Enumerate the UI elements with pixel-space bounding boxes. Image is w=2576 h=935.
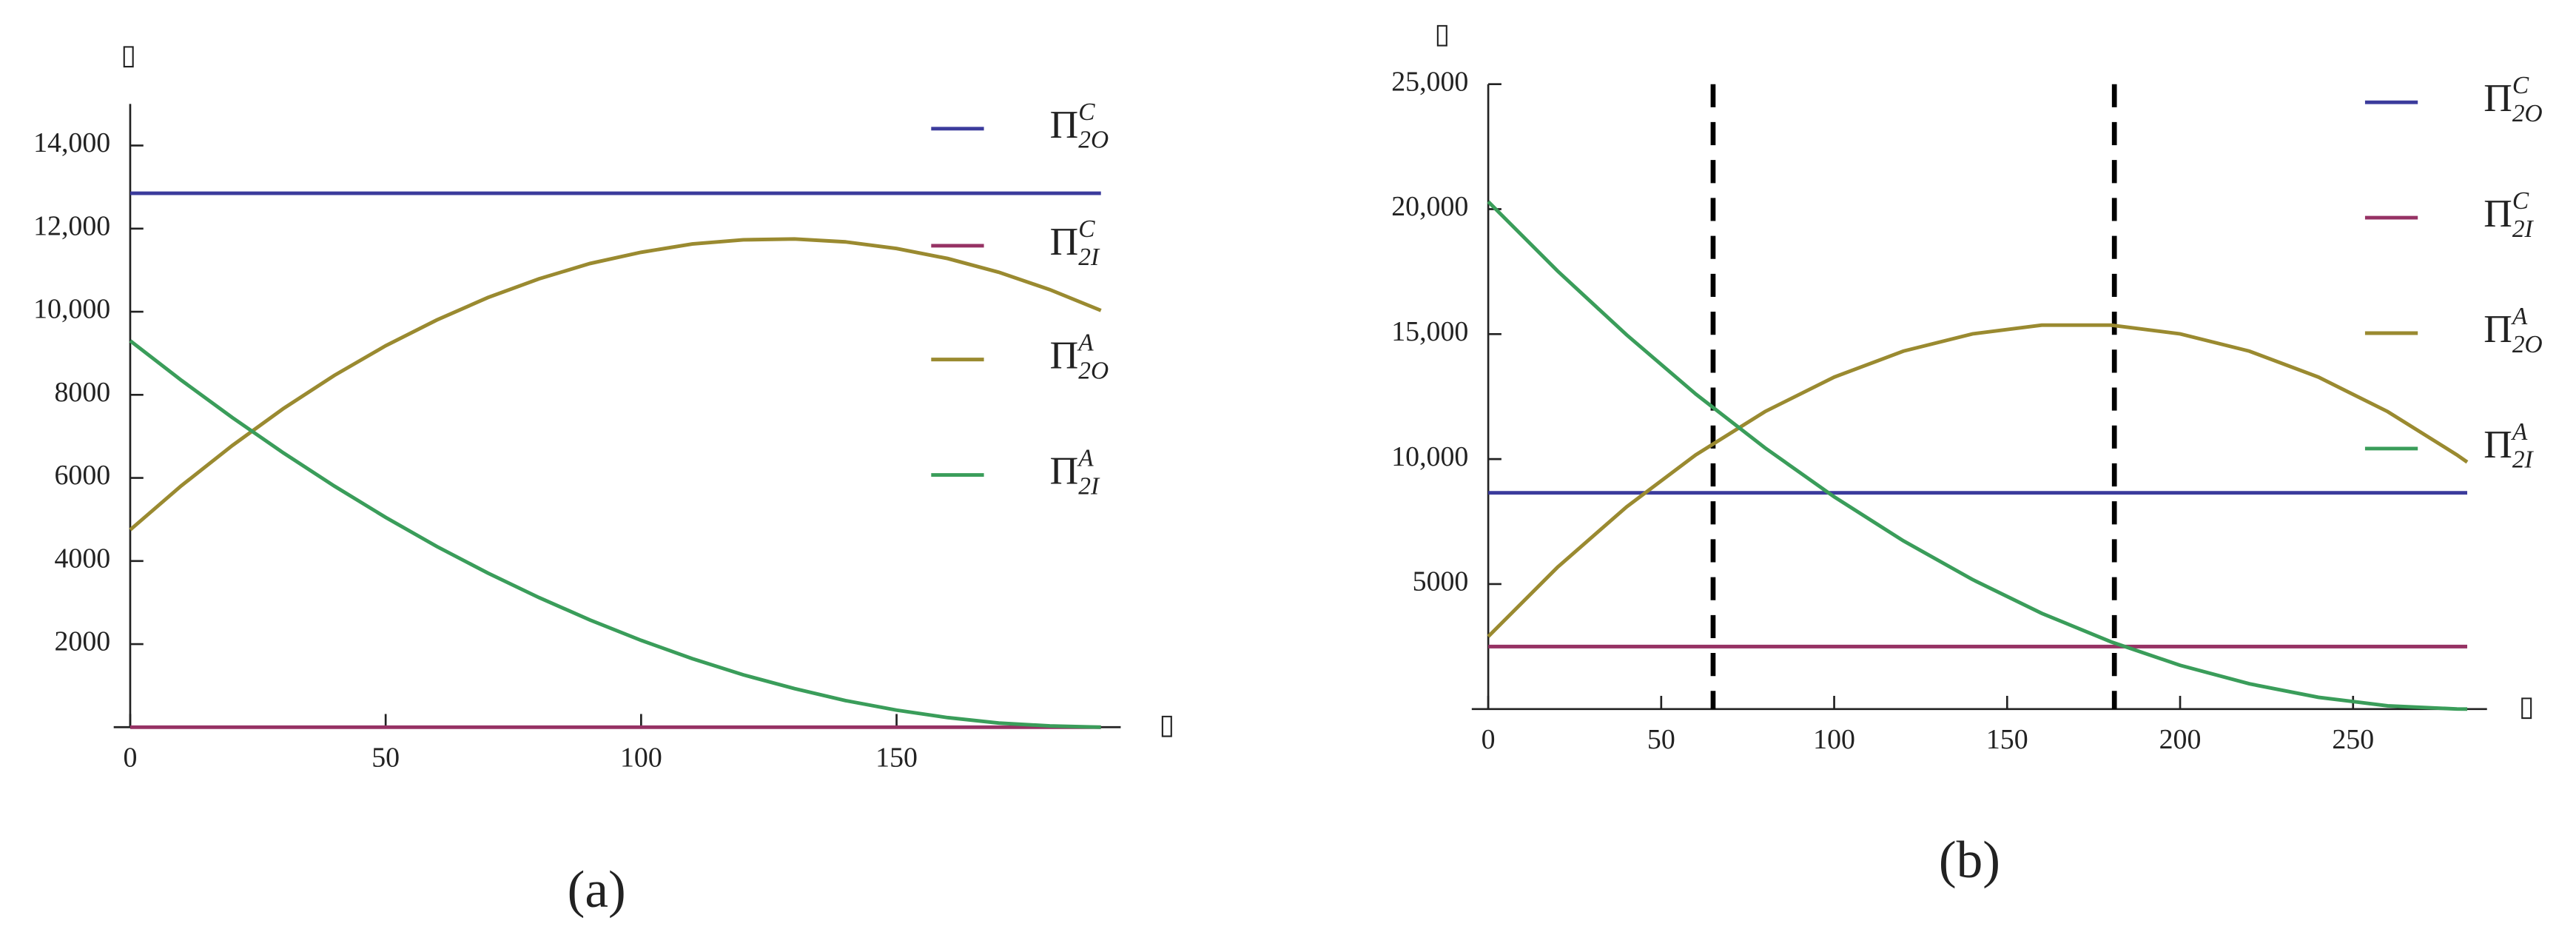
legend-superscript: A — [1077, 329, 1094, 356]
legend-superscript: C — [1078, 98, 1095, 125]
legend-subscript: 2O — [2512, 330, 2543, 358]
y-tick-label: 5000 — [1413, 566, 1469, 597]
legend-subscript: 2O — [1078, 126, 1109, 153]
y-tick-label: 14,000 — [33, 127, 110, 158]
legend-symbol: Π — [1050, 102, 1079, 147]
x-tick-label: 100 — [1813, 724, 1855, 755]
panel-label: (a) — [568, 860, 626, 919]
legend-symbol: Π — [1050, 449, 1079, 493]
legend-superscript: C — [2512, 187, 2529, 215]
legend-label: Π2OA — [1050, 329, 1109, 384]
y-tick-label: 6000 — [54, 460, 110, 491]
legend-superscript: A — [2511, 303, 2528, 330]
legend-superscript: A — [2511, 418, 2528, 446]
legend-symbol: Π — [2483, 76, 2512, 120]
y-tick-label: 10,000 — [33, 294, 110, 325]
x-tick-label: 50 — [1647, 724, 1675, 755]
legend-label: Π2OA — [2483, 303, 2542, 358]
y-tick-label: 20,000 — [1391, 191, 1468, 222]
legend-label: Π2OC — [1050, 98, 1109, 153]
y-tick-label: 12,000 — [33, 210, 110, 241]
legend-superscript: C — [1078, 215, 1095, 243]
y-tick-label: 10,000 — [1391, 441, 1468, 472]
x-tick-label: 150 — [1986, 724, 2028, 755]
x-tick-label: 0 — [123, 743, 137, 774]
y-tick-label: 2000 — [54, 626, 110, 657]
x-tick-label: 150 — [875, 743, 918, 774]
y-tick-label: 25,000 — [1391, 66, 1468, 97]
legend-label: Π2IA — [1050, 444, 1100, 500]
x-tick-label: 0 — [1482, 724, 1496, 755]
legend-subscript: 2I — [2512, 215, 2535, 243]
legend-subscript: 2O — [1078, 357, 1109, 384]
legend-label: Π2IA — [2483, 418, 2534, 474]
legend-symbol: Π — [2483, 422, 2512, 466]
legend-subscript: 2O — [2512, 100, 2543, 127]
legend-symbol: Π — [2483, 191, 2512, 235]
legend-symbol: Π — [1050, 333, 1079, 378]
line-series — [1487, 200, 2468, 711]
y-tick-label: 8000 — [54, 377, 110, 408]
legend-symbol: Π — [1050, 219, 1079, 264]
line-series — [1487, 323, 2469, 638]
x-tick-label: 250 — [2332, 724, 2374, 755]
y-tick-label: 15,000 — [1391, 316, 1468, 347]
x-tick-label: 100 — [620, 743, 662, 774]
panel-label: (b) — [1939, 831, 2000, 889]
x-axis-label: ▯ — [2519, 691, 2535, 722]
legend-subscript: 2I — [1078, 472, 1100, 500]
legend-label: Π2IC — [1050, 215, 1100, 271]
legend-symbol: Π — [2483, 306, 2512, 351]
legend-superscript: C — [2512, 72, 2529, 99]
legend-subscript: 2I — [1078, 243, 1100, 270]
line-series — [129, 237, 1102, 532]
legend-label: Π2OC — [2483, 72, 2542, 127]
x-axis-label: ▯ — [1159, 709, 1174, 740]
x-tick-label: 200 — [2159, 724, 2202, 755]
legend-label: Π2IC — [2483, 187, 2534, 243]
y-axis-label: ▯ — [1434, 19, 1450, 50]
y-axis-label: ▯ — [121, 40, 136, 71]
legend-superscript: A — [1077, 444, 1094, 472]
line-series — [129, 339, 1101, 729]
legend-subscript: 2I — [2512, 446, 2535, 473]
y-tick-label: 4000 — [54, 543, 110, 574]
x-tick-label: 50 — [371, 743, 400, 774]
